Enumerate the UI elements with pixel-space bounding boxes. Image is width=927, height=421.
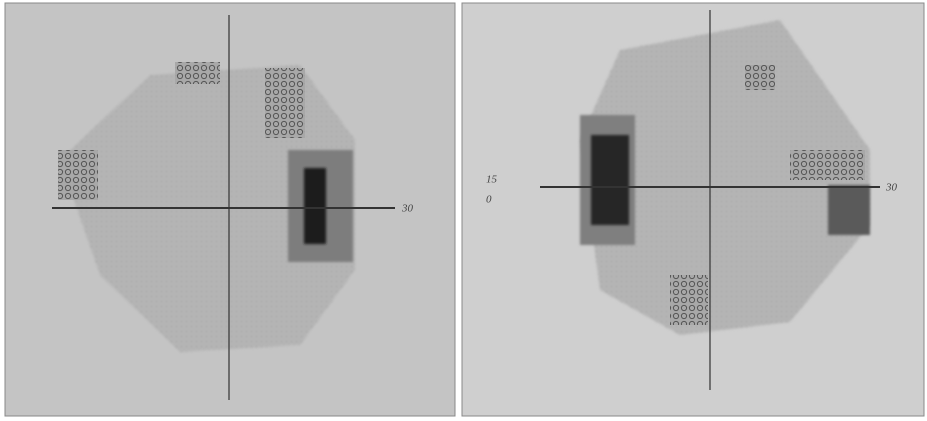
defect-dense bbox=[304, 168, 326, 244]
defect bbox=[828, 185, 870, 235]
defect bbox=[175, 62, 220, 84]
axis-label: 30 bbox=[401, 203, 414, 215]
defect bbox=[745, 65, 775, 90]
defect bbox=[670, 275, 708, 325]
side-label: 15 bbox=[486, 174, 498, 186]
left-panel: 30 bbox=[4, 2, 456, 417]
defect bbox=[265, 68, 305, 138]
defect-dense bbox=[591, 135, 629, 225]
defect bbox=[58, 150, 98, 200]
right-panel: 30 15 0 bbox=[461, 2, 925, 417]
axis-label: 30 bbox=[885, 182, 898, 194]
defect bbox=[790, 150, 865, 180]
side-label: 0 bbox=[486, 194, 492, 206]
field-map bbox=[580, 20, 870, 335]
